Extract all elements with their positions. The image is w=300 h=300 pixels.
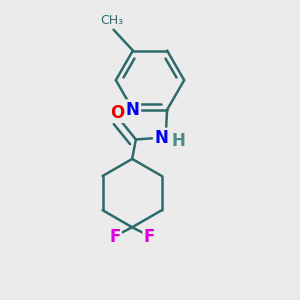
Text: H: H [171, 132, 185, 150]
Text: N: N [126, 101, 140, 119]
Text: O: O [110, 104, 124, 122]
Text: N: N [154, 129, 168, 147]
Text: F: F [144, 228, 155, 246]
Text: F: F [109, 228, 121, 246]
Text: CH₃: CH₃ [100, 14, 124, 27]
